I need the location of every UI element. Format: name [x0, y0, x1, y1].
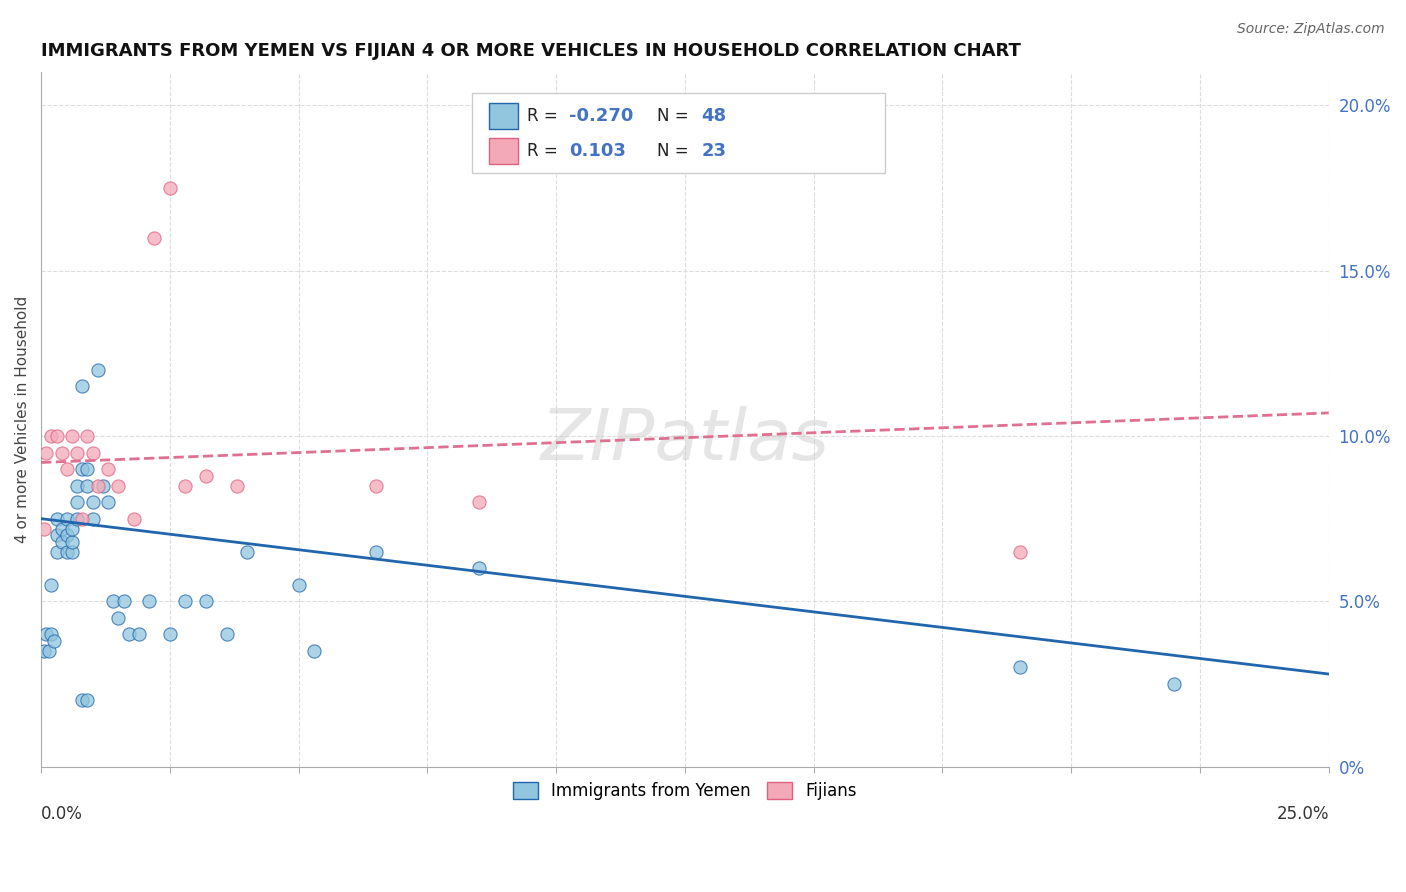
Text: Source: ZipAtlas.com: Source: ZipAtlas.com: [1237, 22, 1385, 37]
Point: [225, 478, 247, 492]
Point: [159, 181, 181, 195]
Point: [38, 644, 60, 658]
Point: [56, 511, 79, 525]
Point: [118, 627, 141, 641]
Point: [1163, 677, 1185, 691]
Point: [41, 429, 63, 443]
Point: [107, 478, 129, 492]
Point: [287, 578, 309, 592]
Point: [41, 627, 63, 641]
Point: [107, 611, 129, 625]
Point: [32, 644, 55, 658]
Text: ZIPatlas: ZIPatlas: [540, 406, 830, 475]
Point: [66, 445, 89, 459]
Point: [60, 522, 83, 536]
Point: [32, 522, 55, 536]
Point: [45, 511, 67, 525]
Point: [236, 545, 259, 559]
Point: [82, 445, 104, 459]
Point: [468, 495, 491, 509]
Point: [72, 693, 94, 707]
Text: N =: N =: [657, 107, 693, 125]
Point: [51, 534, 73, 549]
Point: [1008, 660, 1031, 674]
Text: 0.0%: 0.0%: [41, 805, 83, 823]
Text: 25.0%: 25.0%: [1277, 805, 1329, 823]
Point: [45, 528, 67, 542]
Point: [72, 511, 94, 525]
Point: [215, 627, 238, 641]
Point: [103, 594, 125, 608]
Point: [468, 561, 491, 575]
Point: [194, 594, 217, 608]
Point: [66, 478, 89, 492]
Point: [112, 594, 135, 608]
Point: [97, 495, 120, 509]
Text: N =: N =: [657, 142, 693, 160]
Point: [76, 478, 98, 492]
Bar: [489, 103, 517, 129]
Point: [87, 363, 110, 377]
Point: [45, 429, 67, 443]
Point: [302, 644, 325, 658]
Point: [45, 545, 67, 559]
Bar: [472, 94, 884, 173]
Point: [76, 693, 98, 707]
Point: [41, 578, 63, 592]
Point: [51, 522, 73, 536]
Point: [56, 462, 79, 476]
Text: 48: 48: [702, 107, 727, 125]
Point: [143, 230, 166, 244]
Legend: Immigrants from Yemen, Fijians: Immigrants from Yemen, Fijians: [506, 775, 863, 807]
Text: R =: R =: [527, 142, 562, 160]
Point: [122, 511, 145, 525]
Point: [87, 478, 110, 492]
Point: [1008, 545, 1031, 559]
Point: [128, 627, 150, 641]
Point: [138, 594, 160, 608]
Point: [76, 462, 98, 476]
Point: [97, 462, 120, 476]
Point: [91, 478, 114, 492]
Point: [60, 545, 83, 559]
Point: [194, 468, 217, 483]
Point: [51, 445, 73, 459]
Point: [82, 495, 104, 509]
Point: [364, 478, 387, 492]
Point: [72, 462, 94, 476]
Point: [35, 627, 58, 641]
Point: [159, 627, 181, 641]
Point: [56, 545, 79, 559]
Point: [66, 511, 89, 525]
Point: [42, 634, 65, 648]
Point: [72, 379, 94, 393]
Y-axis label: 4 or more Vehicles in Household: 4 or more Vehicles in Household: [15, 296, 30, 543]
Point: [174, 594, 197, 608]
Point: [35, 445, 58, 459]
Point: [60, 429, 83, 443]
Text: 23: 23: [702, 142, 727, 160]
Point: [56, 528, 79, 542]
Point: [60, 534, 83, 549]
Point: [364, 545, 387, 559]
Text: IMMIGRANTS FROM YEMEN VS FIJIAN 4 OR MORE VEHICLES IN HOUSEHOLD CORRELATION CHAR: IMMIGRANTS FROM YEMEN VS FIJIAN 4 OR MOR…: [41, 42, 1021, 60]
Text: 0.103: 0.103: [569, 142, 626, 160]
Point: [76, 429, 98, 443]
Point: [82, 511, 104, 525]
Point: [66, 495, 89, 509]
Bar: [489, 137, 517, 164]
Text: -0.270: -0.270: [569, 107, 634, 125]
Point: [174, 478, 197, 492]
Text: R =: R =: [527, 107, 562, 125]
